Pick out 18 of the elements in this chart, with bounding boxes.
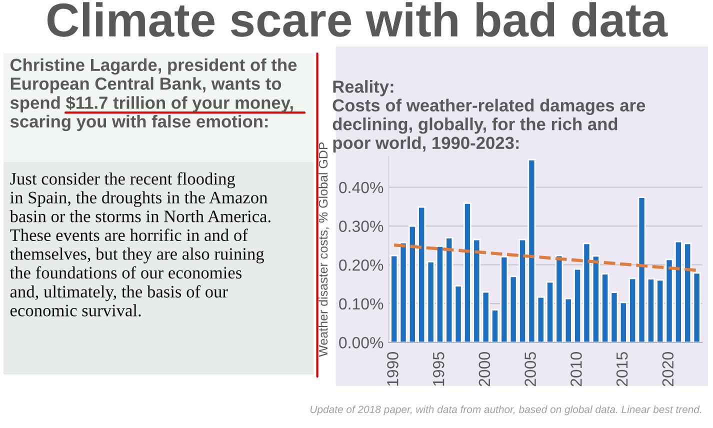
y-tick-label: 0.40% <box>339 182 384 194</box>
x-tick-label: 2020 <box>662 352 674 386</box>
y-tick-label: 0.20% <box>339 259 384 271</box>
x-tick-label: 2005 <box>524 352 536 386</box>
y-tick-label: 0.00% <box>339 337 384 348</box>
y-tick-label: 0.10% <box>339 298 384 310</box>
x-tick-label: 2015 <box>616 352 628 386</box>
y-axis-title: Weather disaster costs, % Global GDP <box>318 142 330 357</box>
text: Update of 2018 paper, with data from author, based on global data. Linear best trend. <box>310 405 702 416</box>
chart-title: Reality: Costs of weather-related damages are declining, globally, for the rich and poor world, 1990-2023: <box>332 80 646 152</box>
x-tick-label: 1990 <box>387 352 398 386</box>
text: Climate scare with bad data <box>47 2 668 37</box>
x-tick-label: 2010 <box>570 352 582 386</box>
text: Just consider the recent flooding in Spain, the droughts in the Amazon basin or the storms in North America. These events are horrific in and of themselves, but they are also ruining the foundations of our economies and, ultimately, the basis of our economic survival. <box>10 172 270 316</box>
text: Christine Lagarde, president of the European Central Bank, wants to spend $11.7 trillion of your money, scaring you with false emotion: <box>10 58 297 132</box>
x-tick-label: 2000 <box>478 352 490 386</box>
x-tick-label: 1995 <box>432 352 444 386</box>
y-tick-label: 0.30% <box>339 220 384 232</box>
